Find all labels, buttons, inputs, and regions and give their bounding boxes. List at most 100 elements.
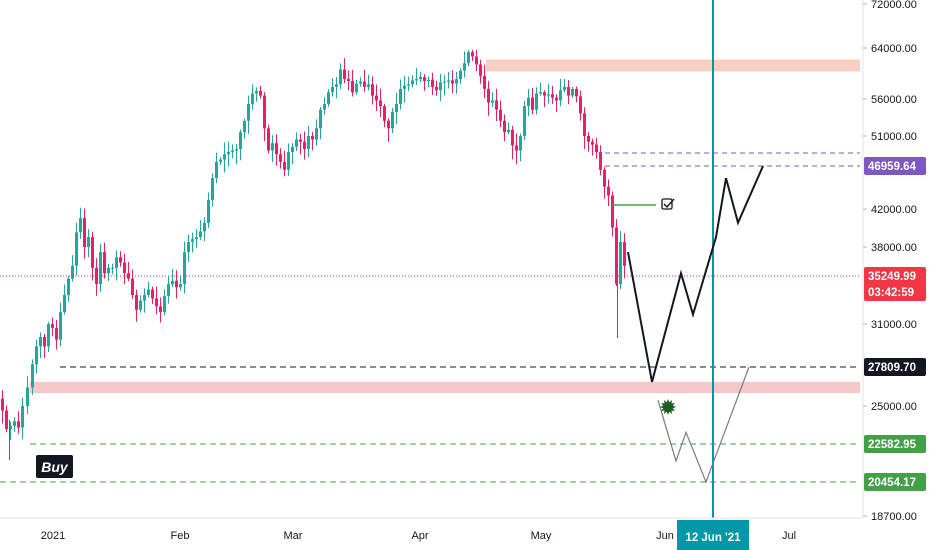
candle-body [21, 406, 24, 428]
candle-body [255, 90, 258, 94]
candle-body [107, 267, 110, 274]
candle-body [179, 284, 182, 288]
candle-body [275, 143, 278, 155]
price-tick-label: 25000.00 [871, 401, 917, 413]
candle-body [271, 143, 274, 151]
candle-body [595, 144, 598, 153]
price-tag-badge [864, 473, 926, 491]
candle-body [327, 92, 330, 104]
candle-body [567, 86, 570, 96]
candle-body [439, 82, 442, 91]
candle-body [535, 93, 538, 110]
candle-body [311, 136, 314, 140]
candle-body [187, 242, 190, 253]
candle-body [487, 88, 490, 103]
candle-body [203, 222, 206, 232]
candle-body [123, 262, 126, 274]
candle-body [175, 280, 178, 288]
candle-body [219, 159, 222, 162]
candle-body [1, 398, 4, 411]
candle-body [195, 237, 198, 240]
candle-body [539, 92, 542, 94]
candle-body [9, 425, 12, 430]
price-tag-badge [864, 435, 926, 453]
candle-body [603, 169, 606, 187]
candle-body [331, 86, 334, 93]
candle-body [463, 63, 466, 71]
price-tags: 46959.64 35249.99 03:42:59 27809.70 22582.95… [864, 157, 926, 491]
candle-body [307, 136, 310, 150]
candle-body [599, 152, 602, 170]
candle-body [579, 96, 582, 114]
candle-body [279, 154, 282, 162]
candle-body [551, 94, 554, 98]
price-tick-label: 56000.00 [871, 94, 917, 106]
candle-body [543, 92, 546, 96]
candle-body [31, 364, 34, 388]
candle-body [215, 161, 218, 179]
candle-body [99, 252, 102, 285]
candle-body [419, 77, 422, 80]
candle-body [367, 84, 370, 87]
candle-body [471, 52, 474, 57]
candle-body [315, 128, 318, 140]
candle-body [119, 257, 122, 263]
price-tag-label: 35249.99 [868, 271, 916, 283]
candle-body [91, 237, 94, 268]
annotations: Buy [36, 198, 676, 478]
candle-body [563, 86, 566, 91]
candle-body [583, 113, 586, 136]
candle-body [519, 136, 522, 151]
candle-body [499, 109, 502, 121]
candle-body [319, 109, 322, 129]
candle-body [239, 132, 242, 150]
price-tick-label: 31000.00 [871, 319, 917, 331]
candle-body [363, 81, 366, 87]
candle-body [375, 95, 378, 101]
candle-body [491, 100, 494, 103]
candle-body [443, 81, 446, 83]
candle-body [455, 79, 458, 84]
projection-primary-path [627, 165, 764, 383]
candle-body [527, 97, 530, 107]
time-tick-label: Jun [656, 530, 674, 542]
candle-body [391, 111, 394, 129]
candle-body [619, 242, 622, 285]
checkbox-icon [661, 198, 673, 210]
candle-body [231, 150, 234, 153]
support-zone [30, 381, 860, 394]
candle-body [13, 421, 16, 426]
candle-body [347, 79, 350, 82]
candle-body [503, 120, 506, 133]
price-tag-label: 03:42:59 [868, 287, 914, 299]
price-tick-label: 72000.00 [871, 0, 917, 11]
candle-body [423, 77, 426, 82]
candle-body [151, 289, 154, 299]
candle-body [575, 88, 578, 97]
candle-body [547, 94, 550, 96]
candle-body [355, 83, 358, 93]
candle-body [395, 103, 398, 112]
candle-body [531, 97, 534, 110]
time-axis[interactable]: 2021 Feb Mar Apr May Jun Jul 12 Jun '21 [0, 517, 863, 550]
candle-body [243, 120, 246, 133]
candle-body [35, 346, 38, 365]
price-axis[interactable]: 72000.00 64000.00 56000.00 51000.00 42000.00… [862, 0, 917, 523]
candle-body [495, 100, 498, 110]
price-tag-label: 27809.70 [868, 362, 916, 374]
candle-body [591, 141, 594, 145]
candle-body [267, 128, 270, 151]
candle-body [39, 336, 42, 347]
date-marker-badge [677, 520, 749, 550]
projection-alt-path [657, 366, 750, 484]
candle-body [415, 79, 418, 81]
candle-body [511, 129, 514, 146]
candle-body [467, 52, 470, 64]
buy-label-box [36, 455, 73, 478]
candle-body [259, 90, 262, 96]
time-tick-label: 2021 [41, 530, 65, 542]
candle-body [587, 136, 590, 142]
candle-body [183, 252, 186, 285]
candle-body [235, 149, 238, 151]
